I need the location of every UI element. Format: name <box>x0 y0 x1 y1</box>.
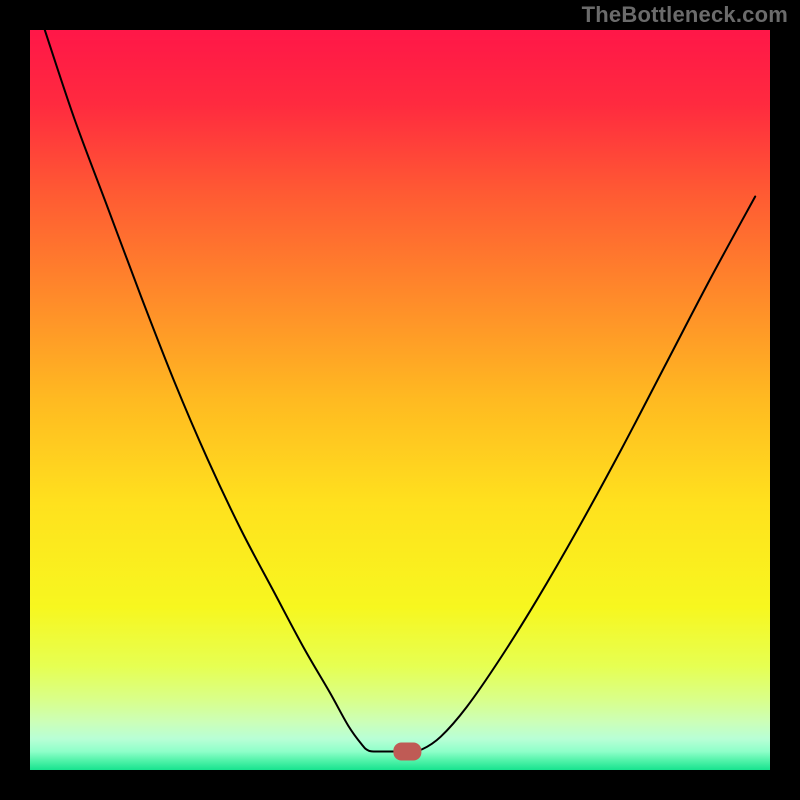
watermark-text: TheBottleneck.com <box>582 2 788 28</box>
chart-container: TheBottleneck.com <box>0 0 800 800</box>
bottleneck-marker <box>393 743 421 761</box>
plot-area <box>30 30 770 770</box>
bottleneck-chart <box>0 0 800 800</box>
gradient-background <box>30 30 770 770</box>
